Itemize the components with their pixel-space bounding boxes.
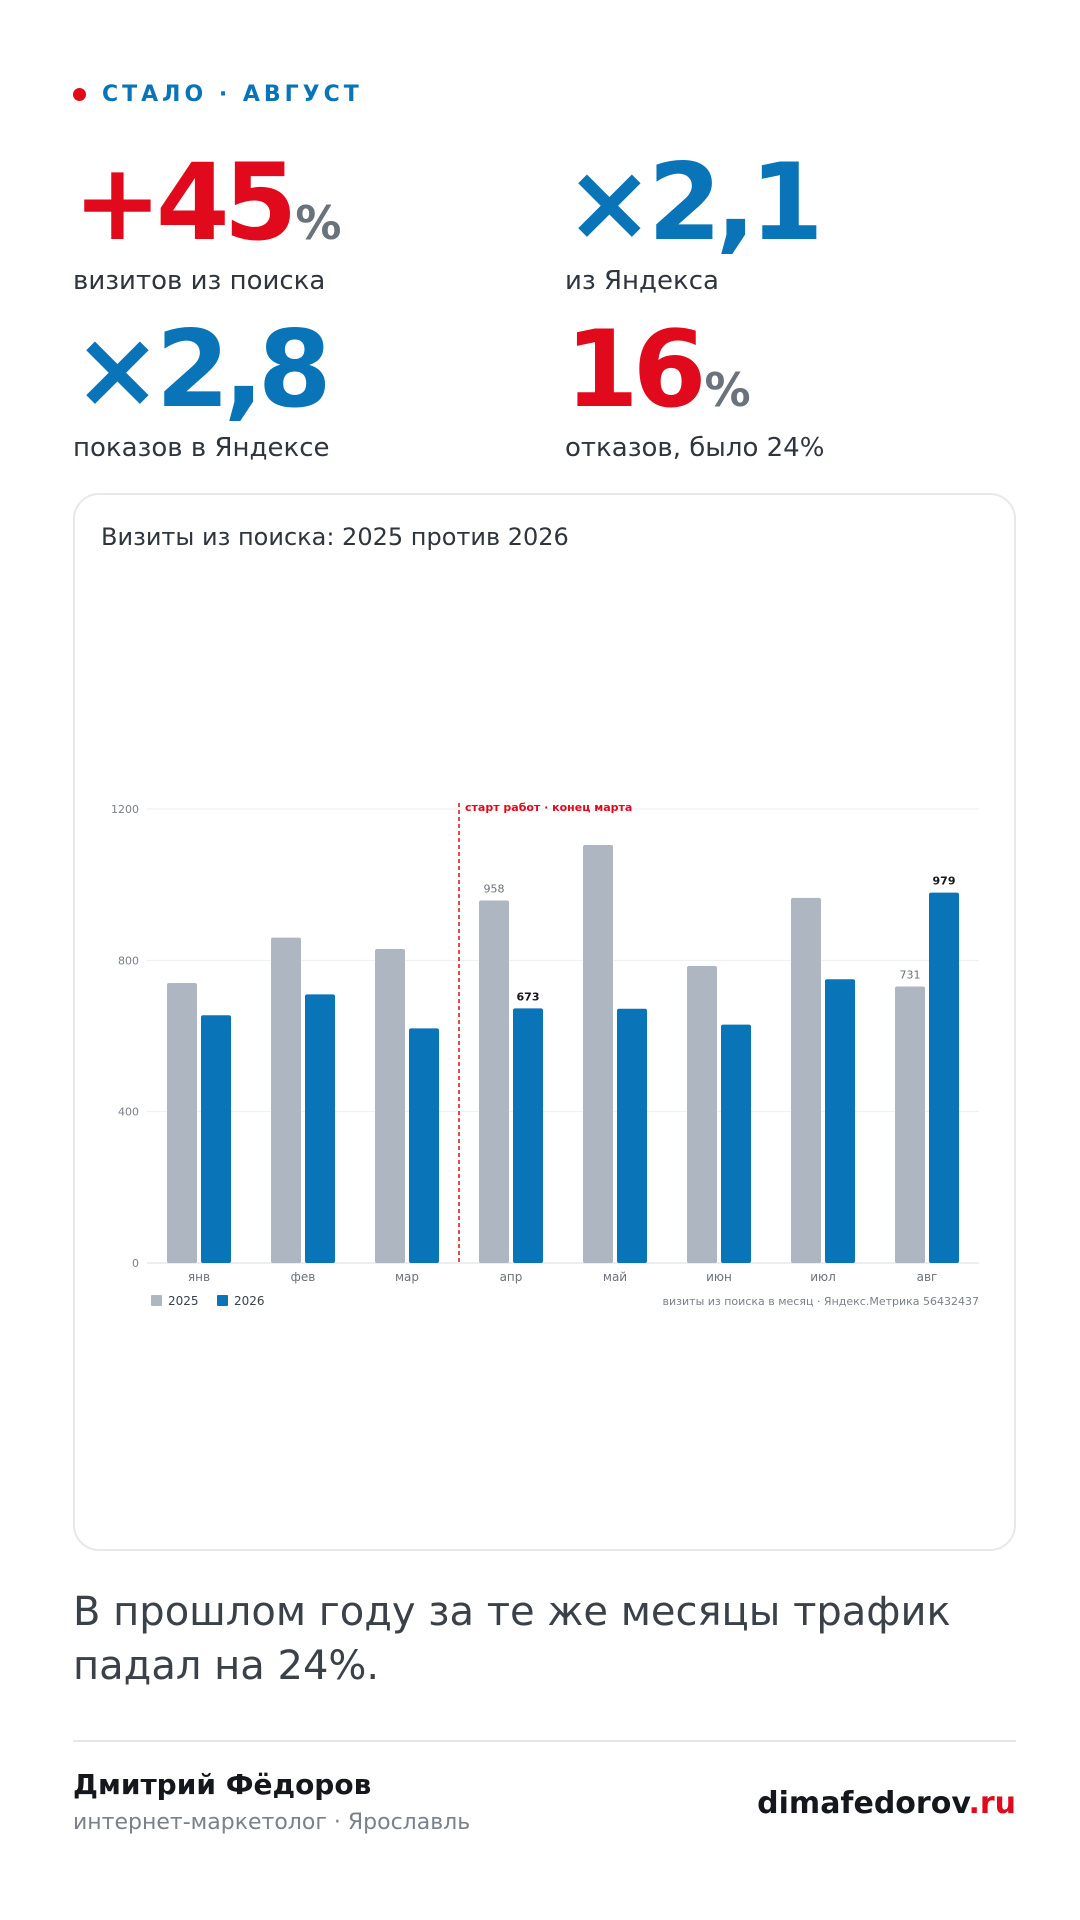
legend-swatch-2026 <box>217 1295 228 1306</box>
x-tick-label: июл <box>810 1270 836 1284</box>
bar-2025-июл <box>791 897 821 1263</box>
bar-2025-мар <box>375 948 405 1263</box>
stat-search-visits: +45 % визитов из поиска <box>73 141 342 297</box>
eyebrow-label: СТАЛО · АВГУСТ <box>102 82 363 107</box>
source-note: визиты из поиска в месяц · Яндекс.Метрик… <box>663 1295 979 1308</box>
annotation-label: старт работ · конец марта <box>465 801 632 814</box>
bar-chart: 0 400 800 1200 янв фев мар апр май июн июл авг 958 67… <box>111 801 979 1308</box>
stat-caption: отказов, было 24% <box>565 433 825 463</box>
bar-2026-авг <box>929 892 959 1263</box>
chart-card: Визиты из поиска: 2025 против 2026 0 400 8… <box>73 493 1016 1551</box>
summary-note: В прошлом году за те же месяцы трафик па… <box>73 1589 951 1689</box>
bar-2026-июн <box>721 1024 751 1263</box>
x-tick-label: янв <box>188 1270 210 1284</box>
divider <box>73 1740 1016 1742</box>
stat-unit: % <box>704 363 751 417</box>
x-tick-label: май <box>603 1270 627 1284</box>
stat-unit: % <box>295 196 342 250</box>
stat-impressions: ×2,8 показов в Яндексе <box>73 308 332 464</box>
legend-swatch-2025 <box>151 1295 162 1306</box>
chart-title: Визиты из поиска: 2025 против 2026 <box>101 523 569 551</box>
stat-value: +45 <box>73 141 297 264</box>
stat-value: ×2,8 <box>73 308 332 431</box>
x-tick-label: фев <box>291 1270 316 1284</box>
author-role: интернет-маркетолог · Ярославль <box>73 1810 471 1835</box>
bar-2025-май <box>583 844 613 1263</box>
stat-bounce: 16 % отказов, было 24% <box>565 308 825 464</box>
x-tick-label: мар <box>395 1270 419 1284</box>
bar-2025-апр <box>479 900 509 1263</box>
stat-yandex: ×2,1 из Яндекса <box>565 141 824 297</box>
site-tld: .ru <box>968 1786 1016 1821</box>
bar-2026-май <box>617 1008 647 1263</box>
bar-2025-июн <box>687 966 717 1263</box>
x-tick-label: авг <box>917 1270 938 1284</box>
data-label: 958 <box>484 883 505 896</box>
y-tick-label: 1200 <box>111 803 139 816</box>
data-label: 731 <box>900 968 921 981</box>
stat-value: 16 <box>565 308 706 431</box>
header: СТАЛО · АВГУСТ <box>73 82 363 107</box>
red-dot-icon <box>73 88 86 101</box>
bar-2026-янв <box>201 1015 231 1263</box>
x-tick-label: июн <box>706 1270 732 1284</box>
data-label: 979 <box>933 875 956 888</box>
bar-2025-авг <box>895 986 925 1263</box>
bar-2026-мар <box>409 1028 439 1263</box>
bar-2026-июл <box>825 979 855 1263</box>
stat-caption: из Яндекса <box>565 266 719 296</box>
bar-2025-янв <box>167 983 197 1263</box>
author-name: Дмитрий Фёдоров <box>73 1768 372 1801</box>
site-domain: dimafedorov <box>757 1786 969 1821</box>
bar-2025-фев <box>271 937 301 1263</box>
x-tick-label: апр <box>500 1270 523 1284</box>
y-tick-label: 800 <box>118 954 139 967</box>
y-tick-label: 0 <box>132 1257 139 1270</box>
data-label: 673 <box>517 990 540 1003</box>
legend-label: 2025 <box>168 1294 199 1308</box>
stat-caption: показов в Яндексе <box>73 433 330 463</box>
site-link[interactable]: dimafedorov.ru <box>757 1786 1016 1821</box>
y-tick-label: 400 <box>118 1106 139 1119</box>
stat-value: ×2,1 <box>565 141 824 264</box>
stat-caption: визитов из поиска <box>73 266 326 296</box>
legend-label: 2026 <box>234 1294 265 1308</box>
bar-2026-апр <box>513 1008 543 1263</box>
bar-2026-фев <box>305 994 335 1263</box>
